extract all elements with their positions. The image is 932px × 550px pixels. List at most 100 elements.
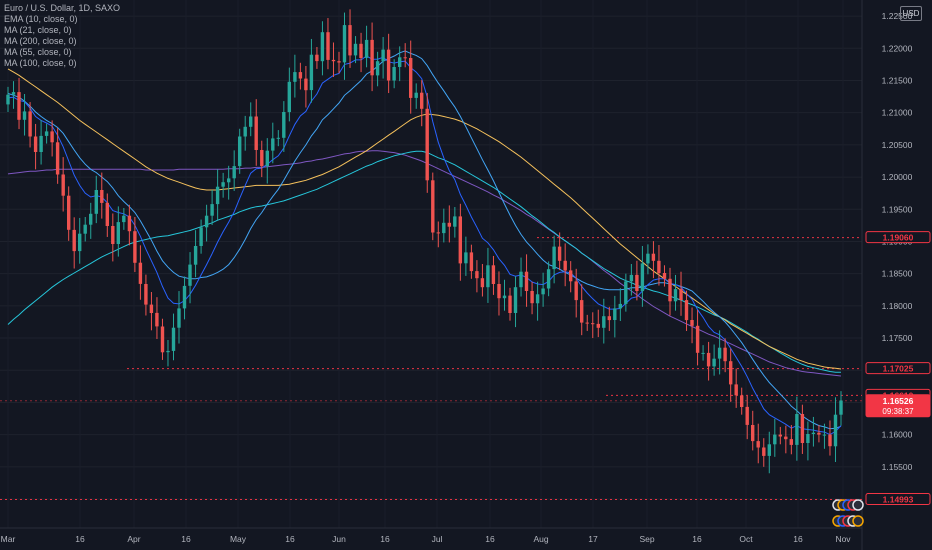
- candle-body: [238, 136, 242, 167]
- candle-body: [480, 278, 485, 288]
- ma100-line: [7, 68, 842, 370]
- ma200-line: [7, 150, 842, 377]
- candle-body: [398, 57, 402, 67]
- price-label-text: 1.19060: [883, 233, 914, 243]
- legend-title: Euro / U.S. Dollar, 1D, SAXO: [4, 3, 121, 13]
- x-tick-label: 16: [793, 534, 803, 544]
- candle-body: [89, 213, 93, 225]
- candle-body: [315, 54, 319, 62]
- ma55-line: [7, 150, 841, 373]
- candle-body: [729, 361, 733, 385]
- candle-body: [546, 269, 551, 289]
- candle-body: [227, 178, 231, 183]
- legend-ma55: MA (55, close, 0): [4, 47, 72, 57]
- y-tick-label: 1.17500: [882, 333, 913, 343]
- candle-body: [215, 186, 220, 205]
- candle-body: [425, 108, 429, 181]
- candle-body: [342, 25, 347, 63]
- price-label-box: [865, 362, 931, 375]
- candle-body: [287, 81, 291, 113]
- event-badge-icon: [852, 515, 864, 527]
- candle-body: [690, 320, 694, 326]
- chart-legend: Euro / U.S. Dollar, 1D, SAXO EMA (10, cl…: [4, 3, 120, 69]
- x-tick-label: 16: [75, 534, 85, 544]
- candle-body: [613, 308, 617, 320]
- candle-body: [723, 347, 727, 362]
- candle-body: [67, 195, 71, 230]
- y-tick-label: 1.21500: [882, 75, 913, 85]
- candle-body: [624, 281, 628, 304]
- candle-body: [50, 131, 54, 143]
- ma21-line: [7, 50, 842, 430]
- candle-body: [6, 94, 10, 105]
- candle-body: [756, 441, 760, 448]
- candle-body: [265, 150, 269, 167]
- x-tick-label: 17: [588, 534, 598, 544]
- candle-body: [326, 32, 330, 60]
- x-tick-label: 16: [181, 534, 191, 544]
- candle-body: [193, 246, 198, 265]
- candle-body: [491, 265, 496, 284]
- candle-body: [767, 444, 771, 456]
- candle-body: [618, 303, 622, 309]
- candle-body: [552, 246, 556, 270]
- candle-body: [177, 308, 181, 328]
- x-tick-label: Nov: [835, 534, 851, 544]
- candle-body: [684, 300, 689, 321]
- candle-body: [254, 116, 258, 150]
- candle-body: [160, 326, 165, 353]
- candle-body: [811, 432, 816, 434]
- candle-body: [210, 204, 214, 216]
- price-label-box: [865, 493, 931, 505]
- candle-body: [133, 231, 137, 263]
- candle-body: [712, 358, 716, 367]
- candle-body: [122, 215, 126, 223]
- ema10-line: [7, 55, 842, 436]
- candle-body: [530, 291, 534, 304]
- candle-body: [535, 294, 540, 304]
- candle-body: [442, 222, 446, 234]
- price-label-box: [865, 231, 931, 244]
- y-tick-label: 1.15500: [882, 462, 913, 472]
- candle-body: [569, 270, 573, 282]
- x-tick-label: 16: [485, 534, 495, 544]
- countdown-text: 09:38:37: [882, 407, 914, 416]
- candle-body: [309, 54, 314, 91]
- candle-body: [44, 131, 49, 136]
- candle-body: [364, 39, 369, 58]
- candle-body: [513, 287, 518, 313]
- candle-body: [453, 216, 457, 227]
- y-tick-label: 1.16000: [882, 430, 913, 440]
- candle-body: [171, 327, 176, 351]
- candle-body: [39, 135, 43, 152]
- candle-body: [447, 222, 451, 227]
- candle-body: [541, 288, 545, 295]
- candle-body: [773, 434, 777, 445]
- candle-body: [607, 316, 611, 321]
- candle-body: [409, 58, 413, 98]
- candle-body: [629, 274, 634, 282]
- x-tick-label: Jul: [432, 534, 443, 544]
- candle-body: [475, 271, 479, 279]
- candle-body: [420, 92, 424, 109]
- candle-body: [249, 116, 253, 127]
- candle-body: [469, 252, 474, 272]
- candle-body: [370, 39, 374, 76]
- candle-body: [243, 126, 247, 137]
- x-tick-label: May: [230, 534, 247, 544]
- x-tick-label: Aug: [533, 534, 548, 544]
- candle-body: [800, 414, 805, 443]
- legend-ema10: EMA (10, close, 0): [4, 14, 78, 24]
- event-badge-icon: [852, 499, 864, 511]
- candle-body: [817, 432, 821, 435]
- currency-badge[interactable]: USD: [900, 6, 922, 21]
- candle-body: [282, 112, 286, 138]
- candle-body: [94, 190, 98, 214]
- candle-body: [138, 262, 143, 284]
- candle-body: [320, 32, 325, 62]
- legend-ma100: MA (100, close, 0): [4, 58, 77, 68]
- x-tick-label: Apr: [127, 534, 140, 544]
- candle-body: [331, 59, 336, 62]
